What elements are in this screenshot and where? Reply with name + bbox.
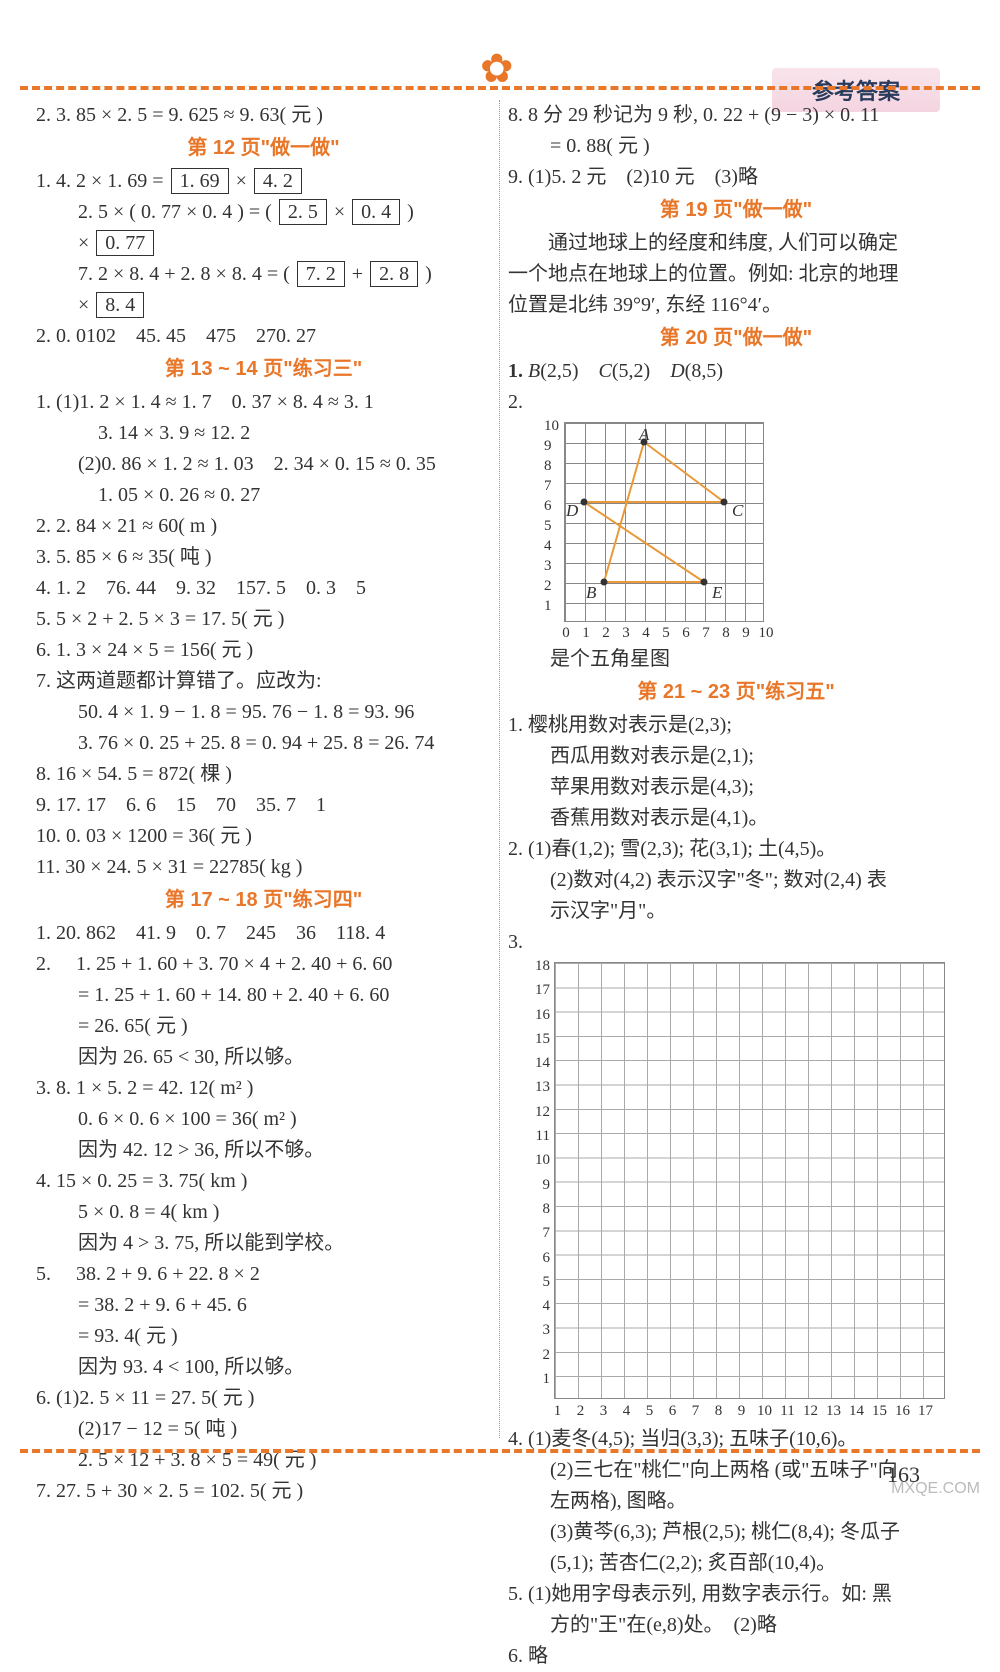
text-line: (5,1); 苦杏仁(2,2); 炙百部(10,4)。	[508, 1548, 964, 1579]
text-line: 11. 30 × 24. 5 × 31 = 22785( kg )	[36, 852, 491, 883]
boxed-value: 4. 2	[254, 168, 302, 194]
boxed-value: 1. 69	[171, 168, 229, 194]
section-title: 第 21 ~ 23 页"练习五"	[508, 677, 964, 708]
text-line: 6. 略	[508, 1641, 964, 1672]
big-grid	[554, 962, 945, 1399]
right-column: 8. 8 分 29 秒记为 9 秒, 0. 22 + (9 − 3) × 0. …	[500, 100, 972, 1438]
dash-border-top	[20, 86, 980, 90]
section-title: 第 19 页"做一做"	[508, 195, 964, 226]
text-line: 6. 1. 3 × 24 × 5 = 156( 元 )	[36, 635, 491, 666]
text-line: 9. 17. 17 6. 6 15 70 35. 7 1	[36, 790, 491, 821]
top-decoration: ✿ 参考答案	[0, 20, 1000, 80]
section-title: 第 13 ~ 14 页"练习三"	[36, 354, 491, 385]
text-line: 3. 14 × 3. 9 ≈ 12. 2	[36, 418, 491, 449]
text-line: 因为 42. 12 > 36, 所以不够。	[36, 1135, 491, 1166]
text-line: (2)17 − 12 = 5( 吨 )	[36, 1414, 491, 1445]
flower-icon: ✿	[480, 45, 514, 92]
text-line: 2.	[508, 387, 964, 418]
text-line: 9. (1)5. 2 元 (2)10 元 (3)略	[508, 162, 964, 193]
watermark: MXQE.COM	[891, 1480, 980, 1498]
boxed-value: 7. 2	[297, 261, 345, 287]
text-line: 1. (1)1. 2 × 1. 4 ≈ 1. 7 0. 37 × 8. 4 ≈ …	[36, 387, 491, 418]
text-line: 1. 05 × 0. 26 ≈ 0. 27	[36, 480, 491, 511]
left-column: 2. 3. 85 × 2. 5 = 9. 625 ≈ 9. 63( 元 ) 第 …	[28, 100, 500, 1438]
text-line: 3. 76 × 0. 25 + 25. 8 = 0. 94 + 25. 8 = …	[36, 728, 491, 759]
text-line: 2. 5 × ( 0. 77 × 0. 4 ) = ( 2. 5 × 0. 4 …	[36, 197, 491, 228]
text-line: 2. 1. 25 + 1. 60 + 3. 70 × 4 + 2. 40 + 6…	[36, 949, 491, 980]
text-line: 方的"王"在(e,8)处。 (2)略	[508, 1610, 964, 1641]
star-y-axis: 10987654321	[544, 416, 559, 616]
text-line: 1. B(2,5) C(5,2) D(8,5)	[508, 356, 964, 387]
boxed-value: 8. 4	[96, 292, 144, 318]
text-line: 苹果用数对表示是(4,3);	[508, 772, 964, 803]
text-line: 2. 0. 0102 45. 45 475 270. 27	[36, 321, 491, 352]
section-title: 第 17 ~ 18 页"练习四"	[36, 885, 491, 916]
text-line: 4. 15 × 0. 25 = 3. 75( km )	[36, 1166, 491, 1197]
text-line: 7. 2 × 8. 4 + 2. 8 × 8. 4 = ( 7. 2 + 2. …	[36, 259, 491, 290]
text-line: 8. 16 × 54. 5 = 872( 棵 )	[36, 759, 491, 790]
big-y-axis: 181716151413121110987654321	[524, 954, 550, 1391]
text-line: 3.	[508, 927, 964, 958]
text-line: 2. 2. 84 × 21 ≈ 60( m )	[36, 511, 491, 542]
text-line: = 38. 2 + 9. 6 + 45. 6	[36, 1290, 491, 1321]
text: 2. 5 × ( 0. 77 × 0. 4 ) = (	[78, 201, 272, 223]
text-line: 1. 4. 2 × 1. 69 = 1. 69 × 4. 2	[36, 166, 491, 197]
content: 2. 3. 85 × 2. 5 = 9. 625 ≈ 9. 63( 元 ) 第 …	[28, 100, 972, 1438]
boxed-value: 0. 77	[96, 230, 154, 256]
text-line: 3. 8. 1 × 5. 2 = 42. 12( m² )	[36, 1073, 491, 1104]
text: 7. 2 × 8. 4 + 2. 8 × 8. 4 = (	[78, 263, 290, 285]
star-chart: 10987654321 012345678910 ABCDE	[544, 422, 764, 642]
text-line: 6. (1)2. 5 × 11 = 27. 5( 元 )	[36, 1383, 491, 1414]
text-line: 7. 27. 5 + 30 × 2. 5 = 102. 5( 元 )	[36, 1476, 491, 1507]
big-x-axis: 1234567891011121314151617	[546, 1400, 937, 1423]
text-line: 50. 4 × 1. 9 − 1. 8 = 95. 76 − 1. 8 = 93…	[36, 697, 491, 728]
text-line: 位置是北纬 39°9′, 东经 116°4′。	[508, 290, 964, 321]
text-line: 7. 这两道题都计算错了。应改为:	[36, 666, 491, 697]
big-chart: 181716151413121110987654321 123456789101…	[524, 962, 954, 1422]
text-line: × 0. 77	[36, 228, 491, 259]
text-line: 5. (1)她用字母表示列, 用数字表示行。如: 黑	[508, 1579, 964, 1610]
boxed-value: 2. 5	[279, 199, 327, 225]
text-line: 2. (1)春(1,2); 雪(2,3); 花(3,1); 土(4,5)。	[508, 834, 964, 865]
boxed-value: 2. 8	[370, 261, 418, 287]
boxed-value: 0. 4	[352, 199, 400, 225]
section-title: 第 20 页"做一做"	[508, 323, 964, 354]
text-line: 西瓜用数对表示是(2,1);	[508, 741, 964, 772]
text-line: 示汉字"月"。	[508, 896, 964, 927]
text-line: (2)0. 86 × 1. 2 ≈ 1. 03 2. 34 × 0. 15 ≈ …	[36, 449, 491, 480]
text-line: × 8. 4	[36, 290, 491, 321]
text-line: 因为 93. 4 < 100, 所以够。	[36, 1352, 491, 1383]
text-line: 2. 3. 85 × 2. 5 = 9. 625 ≈ 9. 63( 元 )	[36, 100, 491, 131]
section-title: 第 12 页"做一做"	[36, 133, 491, 164]
text-line: 4. 1. 2 76. 44 9. 32 157. 5 0. 3 5	[36, 573, 491, 604]
text: 1. 4. 2 × 1. 69 =	[36, 170, 164, 192]
text-line: = 26. 65( 元 )	[36, 1011, 491, 1042]
text-line: = 93. 4( 元 )	[36, 1321, 491, 1352]
text-line: = 1. 25 + 1. 60 + 14. 80 + 2. 40 + 6. 60	[36, 980, 491, 1011]
text-line: 3. 5. 85 × 6 ≈ 35( 吨 )	[36, 542, 491, 573]
text-line: 1. 樱桃用数对表示是(2,3);	[508, 710, 964, 741]
text-line: 10. 0. 03 × 1200 = 36( 元 )	[36, 821, 491, 852]
star-x-axis: 012345678910	[556, 622, 776, 645]
text-line: 1. 20. 862 41. 9 0. 7 245 36 118. 4	[36, 918, 491, 949]
text-line: 8. 8 分 29 秒记为 9 秒, 0. 22 + (9 − 3) × 0. …	[508, 100, 964, 131]
text-line: 5 × 0. 8 = 4( km )	[36, 1197, 491, 1228]
text-line: (2)数对(4,2) 表示汉字"冬"; 数对(2,4) 表	[508, 865, 964, 896]
text-line: 0. 6 × 0. 6 × 100 = 36( m² )	[36, 1104, 491, 1135]
text-line: 因为 4 > 3. 75, 所以能到学校。	[36, 1228, 491, 1259]
text-line: 是个五角星图	[508, 644, 964, 675]
text-line: 5. 5 × 2 + 2. 5 × 3 = 17. 5( 元 )	[36, 604, 491, 635]
text-line: 一个地点在地球上的位置。例如: 北京的地理	[508, 259, 964, 290]
text-line: 因为 26. 65 < 30, 所以够。	[36, 1042, 491, 1073]
text-line: 通过地球上的经度和纬度, 人们可以确定	[508, 228, 964, 259]
text-line: = 0. 88( 元 )	[508, 131, 964, 162]
text-line: 5. 38. 2 + 9. 6 + 22. 8 × 2	[36, 1259, 491, 1290]
text-line: 香蕉用数对表示是(4,1)。	[508, 803, 964, 834]
dash-border-bottom	[20, 1449, 980, 1453]
text-line: (3)黄芩(6,3); 芦根(2,5); 桃仁(8,4); 冬瓜子	[508, 1517, 964, 1548]
